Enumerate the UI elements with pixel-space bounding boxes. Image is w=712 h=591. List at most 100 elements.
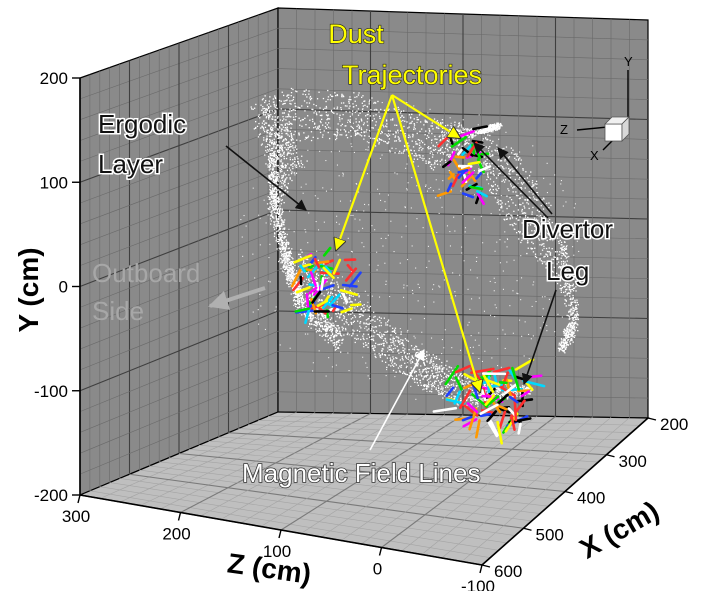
field-line-dot [558,233,561,236]
field-line-dot [350,125,352,128]
field-line-dot [279,119,282,121]
field-line-dot [290,143,292,145]
field-line-dot [491,150,493,152]
field-line-dot [283,257,285,260]
field-line-dot [563,249,565,251]
field-line-dot [420,384,422,386]
field-line-dot [526,198,529,200]
field-line-dot [420,374,423,377]
field-line-dot [290,276,292,278]
field-line-dot [279,240,281,242]
field-line-dot [296,296,299,299]
field-line-dot [536,183,538,185]
field-line-dot [281,253,284,256]
field-line-dot [574,299,576,301]
field-line-dot [291,271,293,273]
field-line-dot [287,255,289,257]
field-line-dot [490,171,492,173]
field-line-dot [314,110,316,112]
field-line-dot [341,118,343,120]
field-line-dot [275,162,277,164]
field-line-dot [360,131,363,134]
field-line-dot [322,317,325,319]
field-line-dot [549,252,552,254]
field-line-dot [265,100,267,102]
field-line-dot [295,152,298,154]
field-line-dot [485,128,487,130]
field-line-dot [497,394,499,396]
field-line-dot [438,150,440,152]
field-line-dot [548,202,550,204]
field-line-dot [327,115,329,117]
field-line-dot [330,323,332,325]
field-line-dot [274,202,276,204]
field-line-dot [532,196,535,198]
field-line-dot [523,212,525,214]
field-line-dot [437,384,439,387]
field-line-dot [302,93,304,95]
field-line-dot [441,388,443,390]
field-line-dot [274,96,276,99]
field-line-dot [524,187,526,189]
field-line-dot [305,278,308,281]
field-line-dot [274,109,276,112]
field-line-dot [568,318,570,320]
field-line-dot [269,155,272,157]
field-line-dot [432,149,435,151]
field-line-dot [379,115,381,118]
field-line-dot [294,303,296,305]
field-line-dot [343,293,346,295]
field-line-dot [571,270,573,272]
field-line-dot [400,339,402,341]
field-line-dot [281,154,283,156]
field-line-dot [528,181,530,183]
field-line-dot [439,367,441,369]
field-line-dot [271,118,273,120]
field-line-dot [384,141,386,143]
field-line-dot [263,107,265,110]
field-line-dot [256,125,259,127]
field-line-dot [321,300,323,302]
field-line-dot [564,261,566,263]
field-line-dot [519,197,521,199]
field-line-dot [287,260,289,262]
field-line-dot [481,132,483,135]
field-line-dot [573,301,575,303]
field-line-dot [537,236,539,238]
field-line-dot [286,268,288,270]
field-line-dot [337,285,340,287]
field-line-dot [474,131,476,133]
field-line-dot [446,360,448,362]
field-line-dot [289,108,291,110]
field-line-dot [392,133,394,135]
field-line-dot [430,147,432,149]
field-line-dot [290,267,292,269]
field-line-dot [395,340,397,342]
field-line-dot [349,294,351,296]
field-line-dot [294,164,296,166]
field-line-dot [441,393,444,395]
field-line-dot [359,134,361,136]
field-line-dot [489,155,491,157]
field-line-dot [310,320,313,322]
field-line-dot [316,273,318,276]
field-line-dot [420,121,422,123]
field-line-dot [305,307,307,309]
field-line-dot [565,245,568,247]
field-line-dot [272,190,275,192]
field-line-dot [333,334,336,337]
field-line-dot [291,248,293,250]
field-line-dot [444,386,447,389]
field-line-dot [447,124,449,126]
field-line-dot [403,149,405,151]
field-line-dot [403,110,405,112]
field-line-dot [568,279,570,281]
field-line-dot [531,213,533,215]
field-line-dot [448,376,450,378]
field-line-dot [412,134,414,136]
field-line-dot [263,120,265,122]
field-line-dot [293,297,295,299]
field-line-dot [501,394,504,396]
field-line-dot [516,391,518,393]
field-line-dot [404,351,406,353]
